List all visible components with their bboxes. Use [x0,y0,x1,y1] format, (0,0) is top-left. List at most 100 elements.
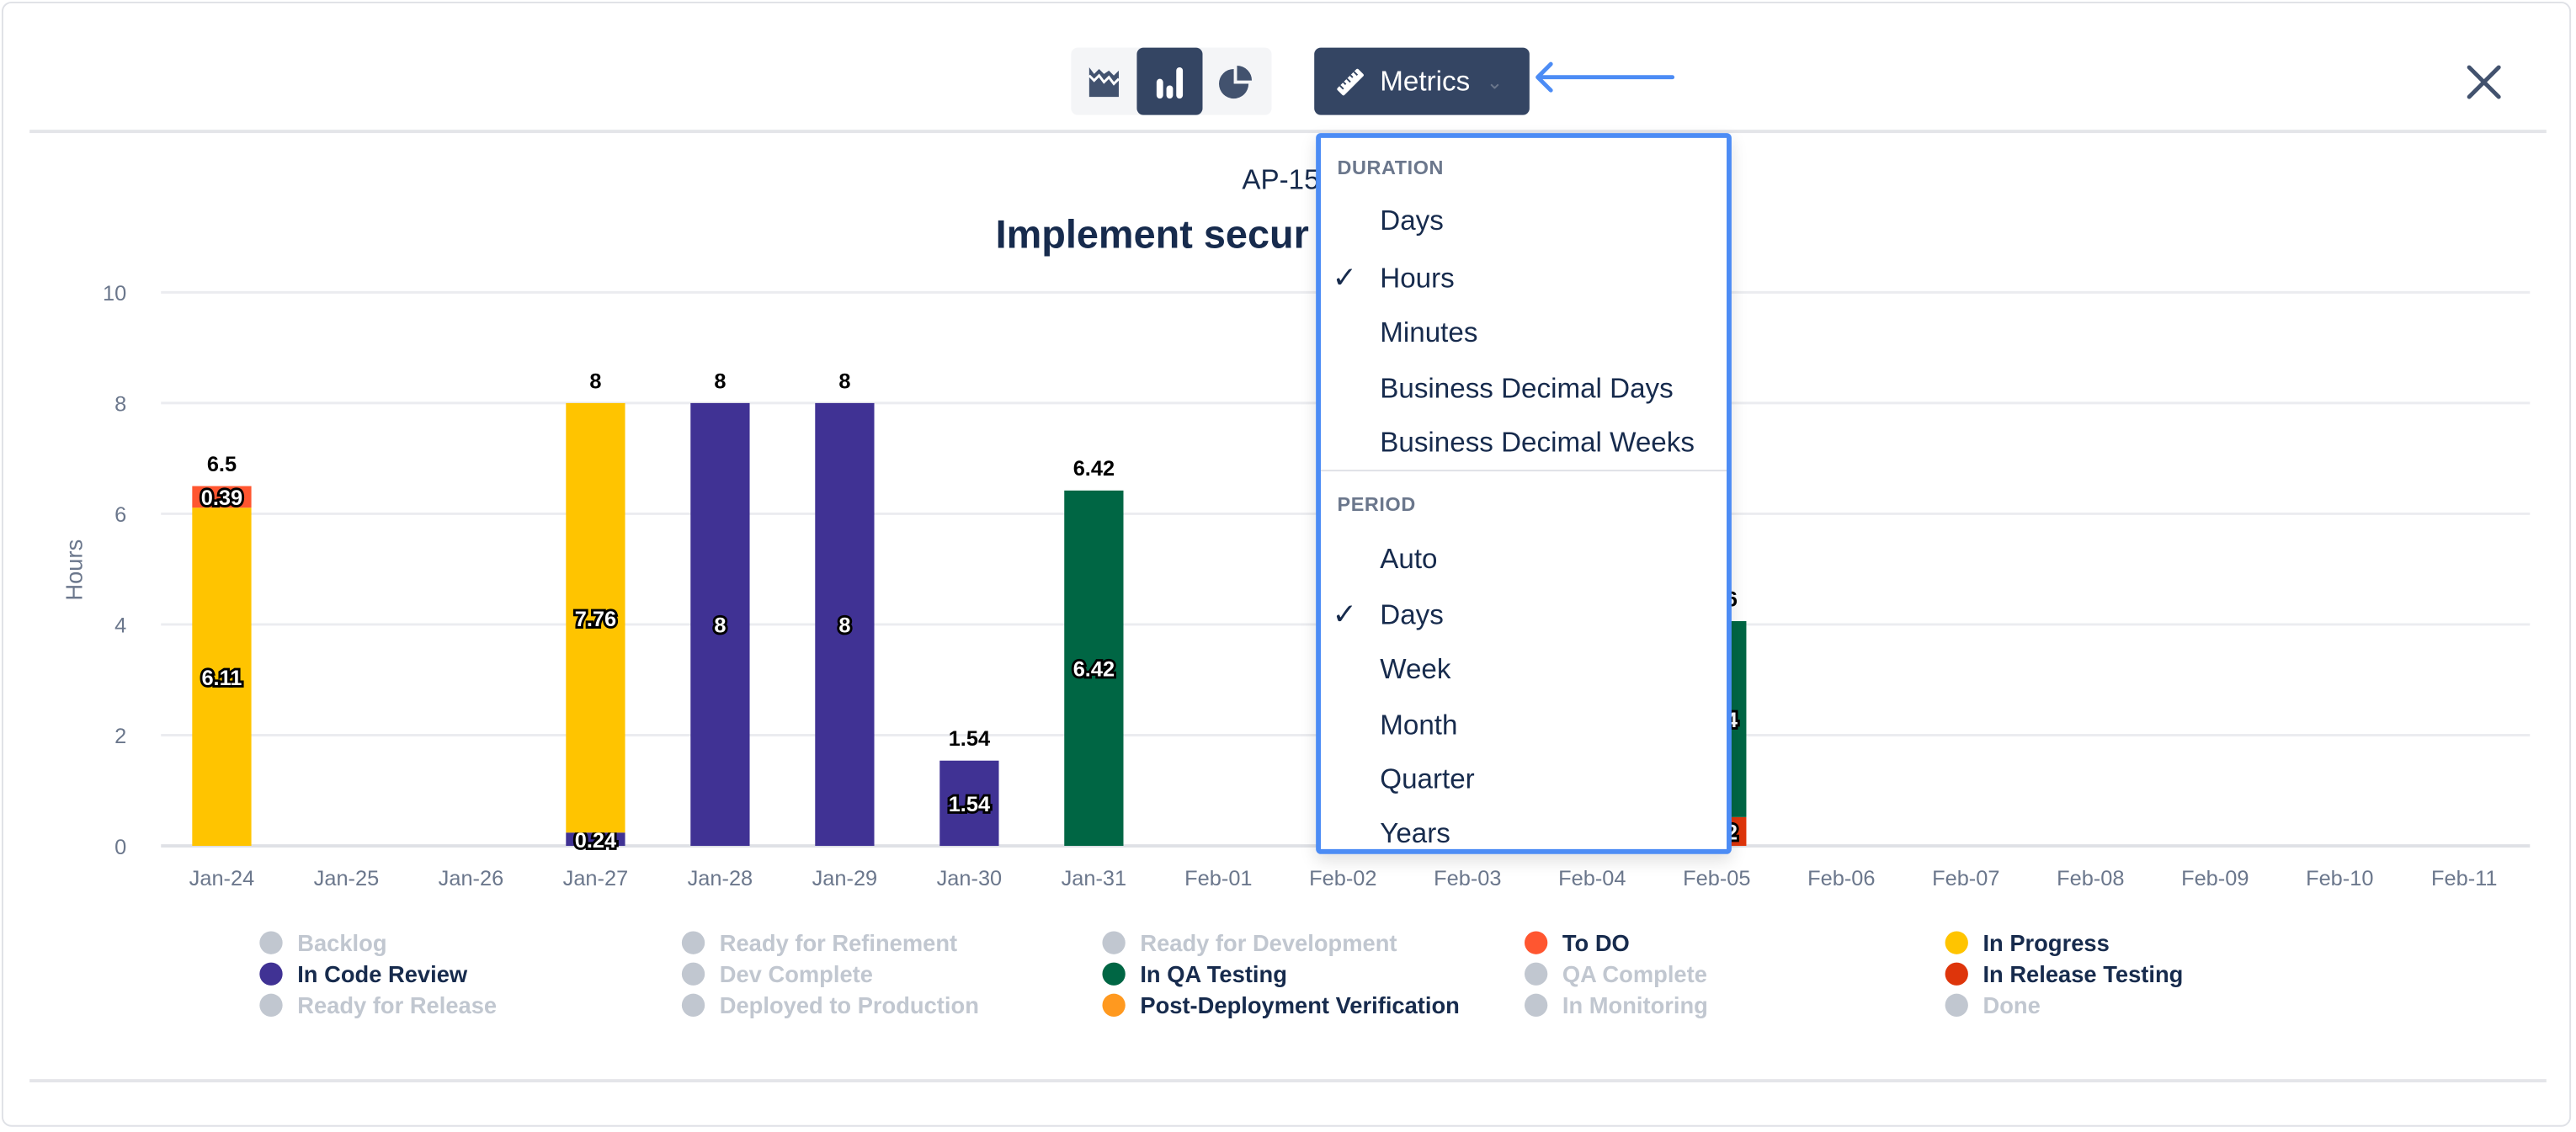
bar-total-label: 8 [714,369,726,393]
legend-label: In Monitoring [1562,991,1708,1018]
menu-item-duration-days[interactable]: Days [1380,205,1444,237]
menu-item-period-quarter[interactable]: Quarter [1380,763,1475,795]
legend-dot-icon [1102,962,1126,986]
legend-item[interactable]: In QA Testing [1102,960,1287,987]
legend-item[interactable]: Backlog [259,930,387,956]
x-tick-label: Feb-10 [2306,867,2373,890]
menu-item-duration-business-decimal-weeks[interactable]: Business Decimal Weeks [1380,427,1695,459]
legend-item[interactable]: In Progress [1945,930,2110,956]
y-tick-label: 10 [103,282,126,306]
bar-segment-label: 6.11 [201,667,242,690]
legend-dot-icon [1102,931,1126,954]
menu-separator [1321,470,1727,472]
x-tick-label: Jan-25 [314,867,380,890]
legend-dot-icon [259,993,283,1017]
bar-segment [192,508,252,847]
menu-item-duration-business-decimal-days[interactable]: Business Decimal Days [1380,372,1674,405]
legend-item[interactable]: Ready for Development [1102,930,1397,956]
y-tick-label: 8 [114,393,126,417]
y-tick-label: 4 [114,614,126,638]
legend-label: Post-Deployment Verification [1140,991,1460,1018]
menu-item-period-week[interactable]: Week [1380,653,1451,685]
menu-item-period-auto[interactable]: Auto [1380,543,1438,576]
metrics-dropdown-button[interactable]: Metrics ⌄ [1314,47,1530,115]
x-tick-label: Feb-05 [1683,867,1750,890]
legend-dot-icon [1945,962,1968,986]
bar-segment-label: 1.54 [949,793,990,816]
legend-item[interactable]: In Monitoring [1524,991,1708,1018]
x-tick-label: Feb-11 [2431,867,2497,890]
bar-segment [566,402,625,833]
legend-dot-icon [681,993,705,1017]
bar-segment-label: 8 [838,614,850,638]
legend-label: In Release Testing [1983,960,2184,987]
x-tick-label: Jan-26 [439,867,504,890]
legend-label: QA Complete [1562,960,1707,987]
menu-item-duration-hours[interactable]: Hours [1380,263,1455,295]
bar-segment [566,832,625,847]
x-tick-label: Jan-31 [1062,867,1127,890]
pie-chart-icon [1219,65,1253,98]
bar-chart-button[interactable] [1136,47,1203,115]
legend-label: In Code Review [297,960,468,987]
legend-item[interactable]: Ready for Release [259,992,497,1018]
legend-dot-icon [1102,993,1126,1017]
y-tick-label: 2 [114,725,126,748]
legend-label: Done [1983,991,2041,1018]
bar-segment-label: 8 [714,614,726,638]
bar-segment [939,760,999,847]
menu-item-period-days[interactable]: Days [1380,599,1444,631]
legend-item[interactable]: To DO [1524,930,1630,956]
menu-item-period-month[interactable]: Month [1380,709,1458,741]
bar-total-label: 8 [589,369,601,393]
x-tick-label: Feb-03 [1434,867,1501,890]
y-tick-label: 0 [114,836,126,859]
legend-item[interactable]: Deployed to Production [681,992,979,1018]
x-tick-label: Jan-24 [189,867,255,890]
duration-header: DURATION [1337,156,1445,179]
legend-item[interactable]: QA Complete [1524,960,1707,987]
chart-title: Implement secur [995,213,1309,258]
bar-total-label: 6.5 [207,453,237,476]
x-tick-label: Jan-28 [688,867,753,890]
legend-label: Ready for Release [297,991,498,1018]
x-tick-label: Feb-09 [2181,867,2249,890]
legend-item[interactable]: In Code Review [259,961,467,987]
bar-total-label: 1.54 [949,727,990,751]
menu-item-duration-minutes[interactable]: Minutes [1380,316,1478,348]
close-icon[interactable] [2464,62,2504,102]
chevron-down-icon: ⌄ [1486,69,1504,93]
x-tick-label: Feb-02 [1309,867,1376,890]
arrow-left-icon [1535,61,1675,93]
metrics-label: Metrics [1380,65,1471,97]
legend-label: In QA Testing [1140,960,1287,987]
legend-dot-icon [681,931,705,954]
y-axis-label: Hours [61,539,88,601]
legend-label: In Progress [1983,929,2110,956]
bar-total-label: 6.42 [1073,457,1115,481]
pie-chart-button[interactable] [1202,48,1268,115]
bar-chart-icon [1156,66,1184,98]
legend-item[interactable]: Post-Deployment Verification [1102,991,1460,1018]
legend-dot-icon [681,962,705,986]
legend-item[interactable]: Done [1945,992,2041,1018]
legend-item[interactable]: Dev Complete [681,960,873,987]
x-tick-label: Feb-08 [2057,867,2124,890]
legend-item[interactable]: Ready for Refinement [681,930,957,956]
ruler-icon [1337,67,1364,95]
footer-divider [29,1079,2547,1083]
legend-label: Dev Complete [719,960,873,987]
x-tick-label: Feb-07 [1932,867,1999,890]
legend-dot-icon [1524,993,1548,1017]
x-tick-label: Jan-27 [563,867,629,890]
bar-total-label: 8 [838,369,850,393]
area-chart-button[interactable] [1071,48,1136,115]
menu-item-period-years[interactable]: Years [1380,817,1450,849]
header-divider [29,130,2547,134]
bar-segment [815,402,875,847]
bar-segment [192,486,252,508]
legend-item[interactable]: In Release Testing [1945,960,2184,987]
legend-dot-icon [1945,931,1968,954]
